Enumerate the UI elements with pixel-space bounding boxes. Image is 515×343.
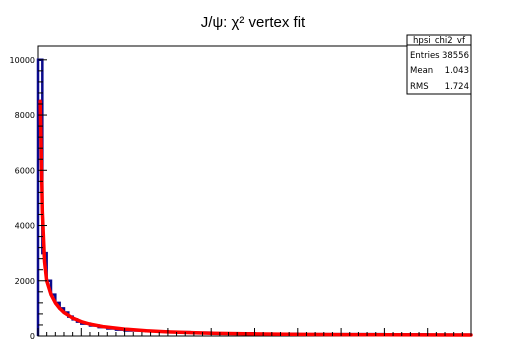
y-tick-label: 8000 [15, 111, 35, 120]
stats-box: hpsi_chi2_vf Entries 38556 Mean 1.043 RM… [406, 34, 472, 95]
plot-area [37, 45, 472, 337]
stats-label-entries: Entries [410, 51, 440, 61]
stats-label-rms: RMS [410, 82, 429, 92]
fit-curve-series [38, 99, 473, 337]
axis-layer: 0 2000 4000 6000 8000 10000 [10, 56, 472, 341]
stats-value-mean: 1.043 [445, 66, 469, 76]
stats-box-name: hpsi_chi2_vf [413, 36, 466, 46]
stats-value-rms: 1.724 [445, 82, 469, 92]
stats-value-entries: 38556 [442, 51, 469, 61]
plot-frame [37, 45, 472, 337]
y-tick-label: 10000 [10, 56, 35, 65]
histogram-series [36, 58, 473, 336]
y-tick-label: 2000 [15, 277, 35, 286]
y-tick-label: 0 [30, 332, 35, 341]
series-layer [36, 58, 473, 337]
chart-title: J/ψ: χ² vertex fit [201, 14, 306, 31]
y-tick-label: 6000 [15, 166, 35, 175]
y-tick-label: 4000 [15, 222, 35, 231]
stats-label-mean: Mean [410, 66, 433, 76]
